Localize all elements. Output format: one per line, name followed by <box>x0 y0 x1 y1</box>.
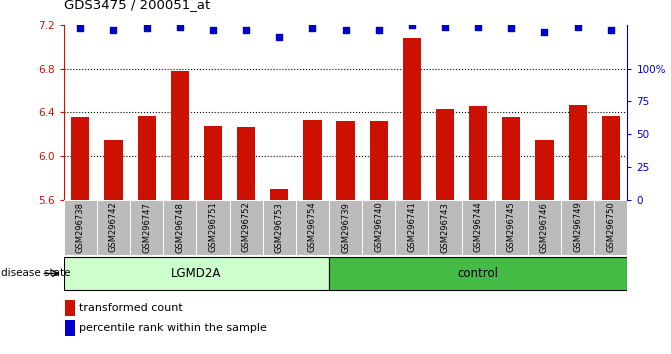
Point <box>506 25 517 31</box>
Point <box>373 27 384 33</box>
Text: GSM296749: GSM296749 <box>573 202 582 252</box>
Bar <box>495 200 528 255</box>
Bar <box>528 200 561 255</box>
Text: percentile rank within the sample: percentile rank within the sample <box>79 323 267 333</box>
Bar <box>170 71 189 200</box>
Point <box>473 24 484 29</box>
Text: GDS3475 / 200051_at: GDS3475 / 200051_at <box>64 0 210 11</box>
Text: GSM296745: GSM296745 <box>507 202 516 252</box>
Bar <box>602 116 620 200</box>
Text: transformed count: transformed count <box>79 303 183 313</box>
Bar <box>64 257 329 290</box>
Bar <box>296 200 329 255</box>
Text: disease state: disease state <box>1 268 71 279</box>
Point <box>407 22 417 28</box>
Bar <box>237 127 255 200</box>
Point <box>241 27 252 33</box>
Text: GSM296741: GSM296741 <box>407 202 417 252</box>
Point <box>440 24 450 29</box>
Text: GSM296738: GSM296738 <box>76 202 85 253</box>
Bar <box>395 200 429 255</box>
Bar <box>362 200 395 255</box>
Text: GSM296753: GSM296753 <box>274 202 284 252</box>
Bar <box>138 116 156 200</box>
Bar <box>130 200 163 255</box>
Bar <box>65 320 74 336</box>
Bar <box>436 109 454 200</box>
Bar <box>568 105 586 200</box>
Text: GSM296748: GSM296748 <box>175 202 185 252</box>
Bar <box>197 200 229 255</box>
Bar <box>370 121 388 200</box>
Point <box>605 27 616 33</box>
Bar <box>163 200 197 255</box>
Text: GSM296743: GSM296743 <box>441 202 450 252</box>
Point <box>108 27 119 33</box>
Bar <box>65 300 74 316</box>
Point <box>572 24 583 29</box>
Bar <box>502 117 521 200</box>
Text: GSM296751: GSM296751 <box>209 202 217 252</box>
Point <box>142 25 152 31</box>
Bar <box>71 117 89 200</box>
Point <box>340 27 351 33</box>
Bar <box>97 200 130 255</box>
Bar <box>462 200 495 255</box>
Bar <box>229 200 262 255</box>
Bar <box>64 200 97 255</box>
Text: GSM296746: GSM296746 <box>540 202 549 252</box>
Text: GSM296752: GSM296752 <box>242 202 250 252</box>
Point <box>207 27 218 33</box>
Point <box>274 34 285 40</box>
Bar <box>329 257 627 290</box>
Bar <box>561 200 595 255</box>
Text: GSM296747: GSM296747 <box>142 202 151 252</box>
Bar <box>105 140 123 200</box>
Bar <box>429 200 462 255</box>
Text: GSM296739: GSM296739 <box>341 202 350 252</box>
Bar <box>270 189 289 200</box>
Point <box>174 24 185 29</box>
Text: GSM296740: GSM296740 <box>374 202 383 252</box>
Text: GSM296754: GSM296754 <box>308 202 317 252</box>
Bar <box>403 38 421 200</box>
Point <box>75 25 86 31</box>
Point <box>307 25 318 31</box>
Bar <box>595 200 627 255</box>
Text: LGMD2A: LGMD2A <box>171 267 221 280</box>
Point <box>539 29 550 35</box>
Text: control: control <box>458 267 499 280</box>
Bar <box>303 120 321 200</box>
Bar <box>535 140 554 200</box>
Text: GSM296742: GSM296742 <box>109 202 118 252</box>
Bar <box>469 106 487 200</box>
Bar <box>329 200 362 255</box>
Bar <box>262 200 296 255</box>
Text: GSM296750: GSM296750 <box>607 202 615 252</box>
Bar <box>336 121 355 200</box>
Text: GSM296744: GSM296744 <box>474 202 482 252</box>
Bar <box>204 126 222 200</box>
